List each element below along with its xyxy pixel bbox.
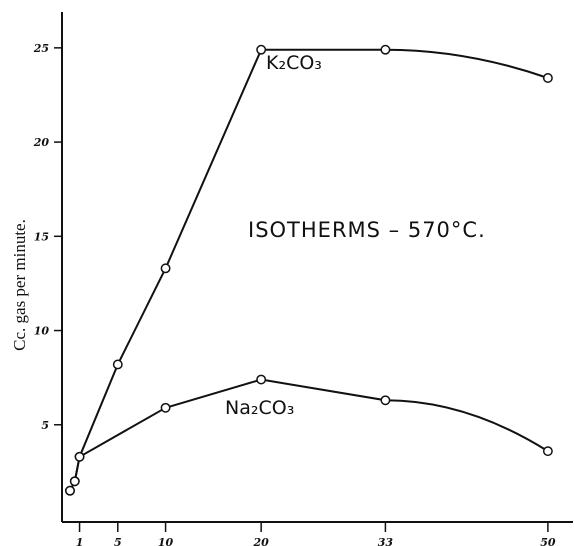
series-label-k2co3: K₂CO₃: [266, 52, 322, 74]
series-1-point-5: [380, 395, 391, 406]
x-tick-label-10: 10: [158, 536, 174, 546]
x-tick-label-20: 20: [252, 536, 269, 546]
y-tick-label-20: 20: [33, 136, 50, 149]
series-0-point-7: [542, 73, 553, 83]
series-line-1: [69, 378, 549, 492]
y-tick-label-10: 10: [34, 325, 50, 338]
x-tick-label-50: 50: [540, 536, 556, 546]
series-line-0: [69, 48, 549, 492]
x-tick-label-1: 1: [76, 536, 84, 546]
x-tick-label-5: 5: [114, 536, 122, 546]
chart-title: ISOTHERMS – 570°C.: [248, 218, 486, 242]
series-1-point-0: [65, 485, 75, 496]
series-1-point-4: [256, 374, 267, 385]
y-tick-label-5: 5: [41, 419, 49, 432]
series-0-point-4: [160, 263, 171, 274]
x-tick-label-33: 33: [378, 536, 394, 546]
series-1-point-2: [74, 451, 85, 462]
series-1-point-6: [542, 446, 553, 457]
series-0-point-6: [380, 44, 391, 55]
series-1-point-1: [69, 476, 80, 487]
series-1-point-3: [160, 402, 171, 413]
series-0-point-3: [112, 359, 123, 370]
y-tick-label-25: 25: [33, 42, 49, 55]
series-0-point-5: [256, 44, 267, 55]
series-label-na2co3: Na₂CO₃: [225, 397, 294, 419]
y-tick-label-15: 15: [34, 230, 49, 243]
y-axis-label: Cc. gas per minute.: [10, 219, 29, 351]
